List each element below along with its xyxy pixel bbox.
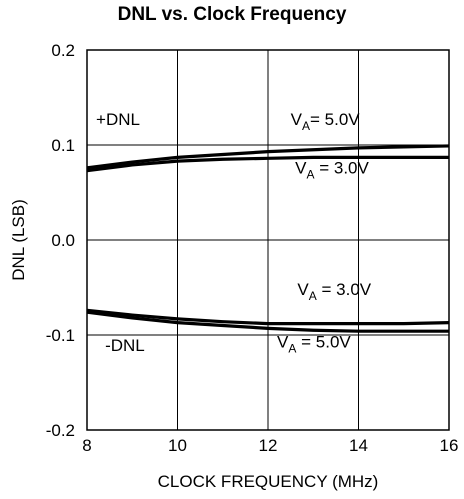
annotation-2: VA= 5.0V (291, 110, 361, 133)
series-line-1 (86, 144, 450, 170)
y-tick-label: 0.1 (51, 136, 75, 155)
chart-title: DNL vs. Clock Frequency (117, 4, 347, 25)
annotation-3: VA = 3.0V (295, 159, 369, 182)
y-tick-label: -0.2 (46, 421, 75, 440)
annotation-5: -DNL (105, 336, 145, 355)
annotation-6: VA = 5.0V (277, 332, 351, 355)
x-tick-label: 10 (168, 436, 187, 455)
x-axis-title: CLOCK FREQUENCY (MHz) (158, 472, 379, 491)
annotation-1: +DNL (96, 110, 140, 129)
y-axis-title: DNL (LSB) (9, 199, 28, 281)
x-tick-label: 12 (259, 436, 278, 455)
x-tick-label: 8 (82, 436, 91, 455)
y-tick-label: -0.1 (46, 326, 75, 345)
x-tick-label: 16 (440, 436, 459, 455)
x-tick-label: 14 (349, 436, 368, 455)
series-line-2 (86, 155, 449, 173)
y-tick-label: 0.2 (51, 41, 75, 60)
series-line-4 (86, 310, 449, 333)
y-tick-label: 0.0 (51, 231, 75, 250)
annotation-4: VA = 3.0V (297, 280, 371, 303)
series-line-3 (86, 308, 450, 326)
